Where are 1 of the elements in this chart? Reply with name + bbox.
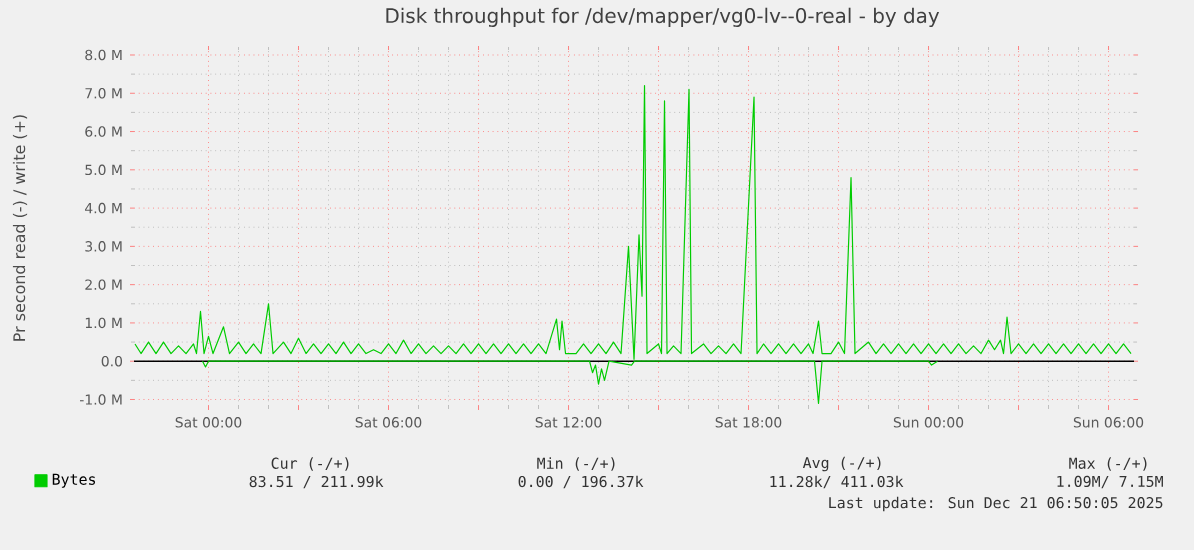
chart-title: Disk throughput for /dev/mapper/vg0-lv--0-real - by day <box>386 7 940 28</box>
